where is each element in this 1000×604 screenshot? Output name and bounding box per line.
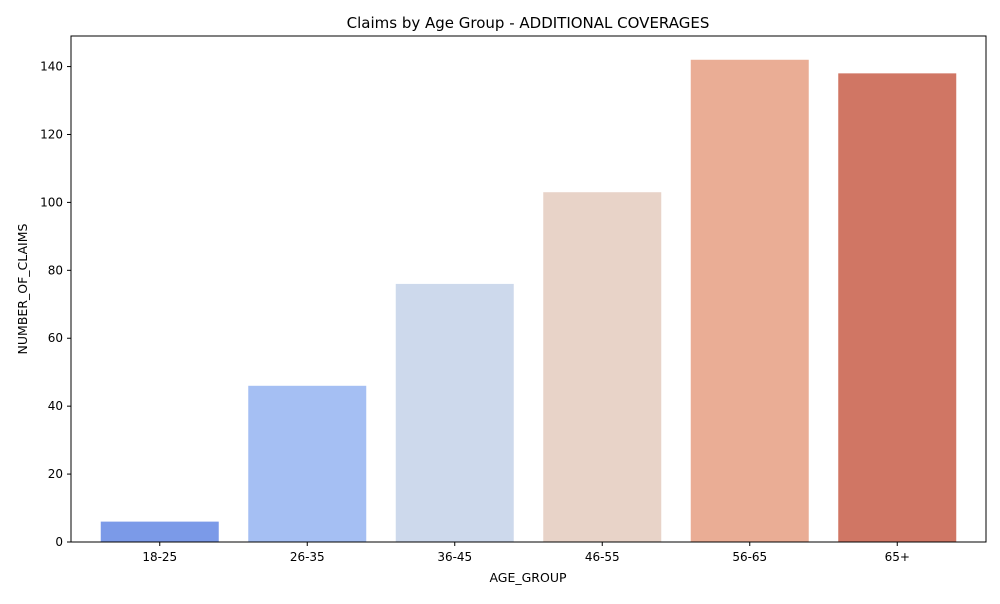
y-tick-label: 40 — [48, 399, 63, 413]
y-axis-label: NUMBER_OF_CLAIMS — [15, 223, 30, 354]
y-tick-label: 80 — [48, 263, 63, 277]
bar-65+ — [838, 73, 957, 543]
y-tick-label: 140 — [40, 60, 63, 74]
bar-36-45 — [395, 283, 514, 542]
x-tick-label: 36-45 — [437, 550, 472, 564]
bar-18-25 — [100, 521, 219, 542]
x-axis-ticks: 18-25 26-35 36-45 46-55 56-65 65+ — [142, 542, 910, 564]
x-tick-label: 18-25 — [142, 550, 177, 564]
x-tick-label: 56-65 — [732, 550, 767, 564]
x-tick-label: 65+ — [885, 550, 910, 564]
x-axis-label: AGE_GROUP — [489, 570, 567, 585]
y-tick-label: 120 — [40, 127, 63, 141]
bar-56-65 — [690, 59, 809, 543]
bar-26-35 — [248, 385, 367, 542]
y-tick-label: 60 — [48, 331, 63, 345]
bars-layer — [100, 59, 957, 543]
y-tick-label: 20 — [48, 467, 63, 481]
y-tick-label: 0 — [55, 535, 63, 549]
bar-46-55 — [543, 192, 662, 542]
y-axis-ticks: 0 20 40 60 80 100 120 140 — [40, 60, 71, 549]
x-tick-label: 26-35 — [290, 550, 325, 564]
chart-title: Claims by Age Group - ADDITIONAL COVERAG… — [347, 14, 710, 32]
plot-frame — [70, 35, 987, 543]
x-tick-label: 46-55 — [585, 550, 620, 564]
y-tick-label: 100 — [40, 195, 63, 209]
